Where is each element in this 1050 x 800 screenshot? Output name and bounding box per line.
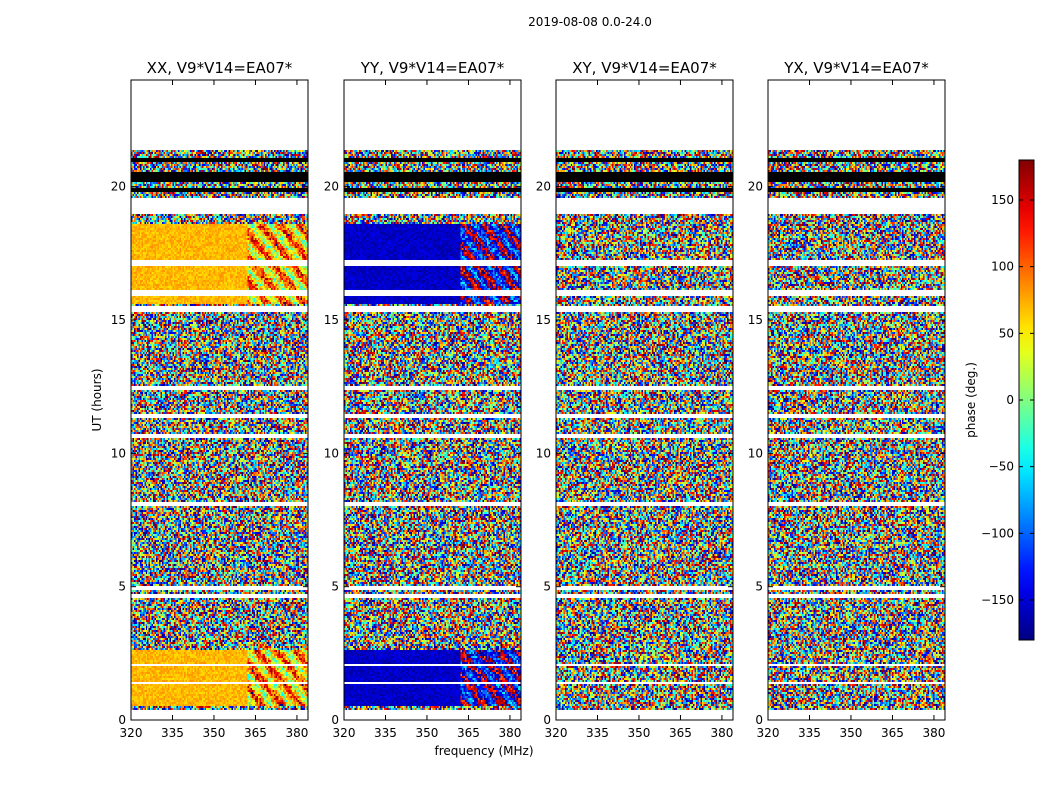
plot-frame (343, 79, 522, 721)
x-tick-label: 335 (374, 726, 397, 740)
colorbar: 150 100 50 0 −50 −100 −150 phase (deg.) (964, 159, 1035, 641)
x-tick-label: 320 (757, 726, 780, 740)
colorbar-label: phase (deg.) (964, 362, 978, 438)
colorbar-tick-label: −100 (981, 526, 1014, 540)
y-tick-label: 5 (755, 580, 763, 594)
x-tick-label: 365 (669, 726, 692, 740)
x-axis-label: frequency (MHz) (434, 744, 533, 758)
panel-title: XY, V9*V14=EA07* (572, 59, 717, 77)
y-tick-label: 15 (748, 313, 763, 327)
y-tick-label: 0 (755, 713, 763, 727)
colorbar-tick-label: −50 (989, 460, 1014, 474)
panel-title: YY, V9*V14=EA07* (360, 59, 505, 77)
y-tick-label: 20 (748, 180, 763, 194)
x-tick-label: 380 (285, 726, 308, 740)
y-tick-label: 5 (543, 580, 551, 594)
x-tick-label: 365 (881, 726, 904, 740)
y-tick-label: 0 (543, 713, 551, 727)
panel-2: YY, V9*V14=EA07* 320 335 350 365 380 0 5 10 15 20 f… (324, 59, 534, 758)
y-tick-label: 10 (111, 446, 126, 460)
figure-title: 2019-08-08 0.0-24.0 (528, 15, 652, 29)
x-tick-label: 335 (161, 726, 184, 740)
x-tick-label: 320 (545, 726, 568, 740)
colorbar-tick-label: −150 (981, 593, 1014, 607)
x-tick-label: 380 (922, 726, 945, 740)
y-tick-label: 20 (536, 180, 551, 194)
colorbar-tick-label: 100 (991, 260, 1014, 274)
x-tick-label: 380 (498, 726, 521, 740)
y-tick-label: 5 (118, 580, 126, 594)
x-tick-label: 320 (120, 726, 143, 740)
y-tick-label: 0 (331, 713, 339, 727)
plot-frame (767, 79, 946, 721)
colorbar-tick-label: 0 (1006, 393, 1014, 407)
colorbar-tick-label: 150 (991, 193, 1014, 207)
x-tick-label: 320 (333, 726, 356, 740)
heatmap-image-1 (131, 80, 308, 720)
y-tick-label: 15 (324, 313, 339, 327)
panel-3: XY, V9*V14=EA07* 320 335 350 365 380 0 5 10 15 20 (536, 59, 734, 740)
y-tick-label: 15 (536, 313, 551, 327)
panel-1: XX, V9*V14=EA07* 320 335 350 365 380 0 5 10 15 20 U… (90, 59, 309, 740)
heatmap-image-2 (344, 80, 521, 720)
x-tick-label: 335 (798, 726, 821, 740)
y-tick-label: 20 (111, 180, 126, 194)
y-tick-label: 15 (111, 313, 126, 327)
heatmap-image-3 (556, 80, 733, 720)
y-tick-label: 10 (324, 446, 339, 460)
plot-frame (555, 79, 734, 721)
heatmap-image-4 (768, 80, 945, 720)
plot-frame (130, 79, 309, 721)
x-tick-label: 350 (416, 726, 439, 740)
x-tick-label: 350 (628, 726, 651, 740)
y-tick-label: 5 (331, 580, 339, 594)
x-tick-label: 365 (244, 726, 267, 740)
panel-title: YX, V9*V14=EA07* (783, 59, 929, 77)
y-axis-label: UT (hours) (90, 368, 104, 431)
panels: XX, V9*V14=EA07* 320 335 350 365 380 0 5 10 15 20 U… (90, 59, 946, 758)
x-tick-label: 350 (840, 726, 863, 740)
panel-4: YX, V9*V14=EA07* 320 335 350 365 380 0 5 10 15 20 (748, 59, 946, 740)
x-tick-label: 350 (203, 726, 226, 740)
x-tick-label: 365 (457, 726, 480, 740)
y-tick-label: 10 (748, 446, 763, 460)
y-tick-label: 0 (118, 713, 126, 727)
y-tick-label: 20 (324, 180, 339, 194)
x-tick-label: 335 (586, 726, 609, 740)
y-tick-label: 10 (536, 446, 551, 460)
x-tick-label: 380 (710, 726, 733, 740)
panel-title: XX, V9*V14=EA07* (147, 59, 293, 77)
colorbar-tick-label: 50 (999, 326, 1014, 340)
